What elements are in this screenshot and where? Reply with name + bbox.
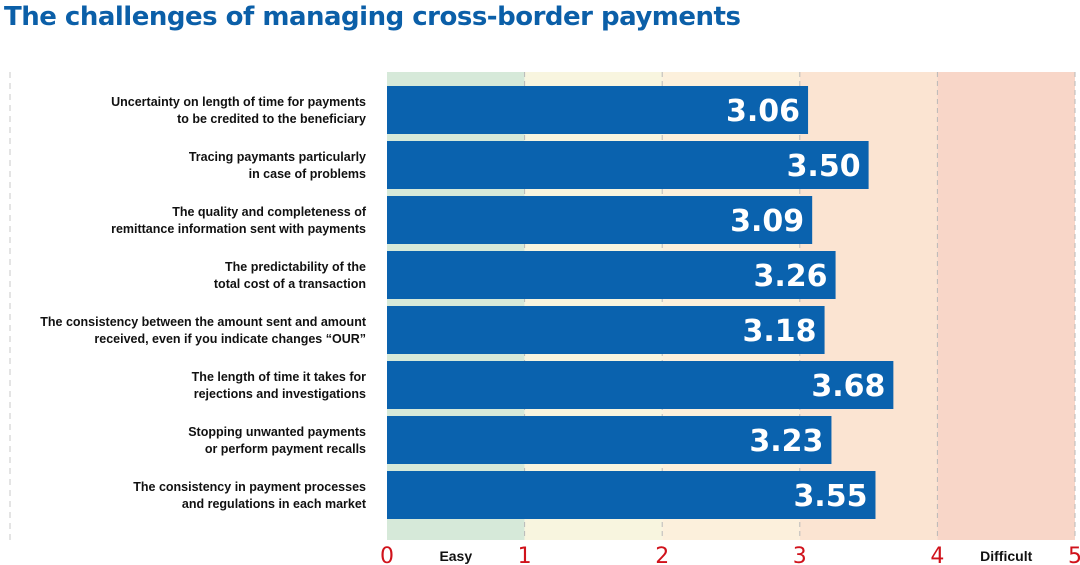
category-label-4: The predictability of the total cost of a… [214, 260, 366, 291]
category-label-line: and regulations in each market [182, 497, 367, 511]
category-label-line: rejections and investigations [194, 387, 366, 401]
category-labels: Uncertainty on length of time for paymen… [40, 95, 367, 511]
category-label-6: The length of time it takes for rejection… [192, 370, 366, 401]
tick-label-5: 5 [1068, 544, 1080, 565]
category-label-line: in case of problems [249, 167, 366, 181]
tick-label-4: 4 [930, 544, 944, 565]
band-4 [937, 72, 1075, 540]
tick-label-0: 0 [380, 544, 394, 565]
value-label-3: 3.09 [730, 204, 804, 239]
chart-title: The challenges of managing cross-border … [4, 2, 741, 32]
value-label-5: 3.18 [743, 314, 817, 349]
bar-7 [387, 416, 832, 464]
category-label-1: Uncertainty on length of time for paymen… [111, 95, 366, 126]
category-label-line: to be credited to the beneficiary [177, 112, 366, 126]
value-label-4: 3.26 [754, 259, 828, 294]
value-label-6: 3.68 [811, 369, 885, 404]
category-label-line: Uncertainty on length of time for paymen… [111, 95, 366, 109]
category-label-line: or perform payment recalls [205, 442, 366, 456]
bars: 3.06 3.50 3.09 3.26 3.18 3.68 3.23 3.55 [387, 86, 894, 519]
value-label-8: 3.55 [793, 479, 867, 514]
bar-6 [387, 361, 894, 409]
value-label-2: 3.50 [787, 149, 861, 184]
category-label-line: The consistency between the amount sent … [40, 315, 367, 329]
tick-label-3: 3 [793, 544, 807, 565]
category-label-line: The quality and completeness of [172, 205, 367, 219]
category-label-line: The predictability of the [225, 260, 366, 274]
category-label-5: The consistency between the amount sent … [40, 315, 367, 346]
category-label-line: The consistency in payment processes [133, 480, 366, 494]
category-label-line: Tracing paymants particularly [189, 150, 366, 164]
tick-label-2: 2 [655, 544, 669, 565]
category-label-line: The length of time it takes for [192, 370, 366, 384]
bar-4 [387, 251, 836, 299]
bar-2 [387, 141, 869, 189]
bar-5 [387, 306, 825, 354]
category-label-2: Tracing paymants particularly in case of … [189, 150, 366, 181]
category-label-line: received, even if you indicate changes “… [94, 332, 366, 346]
category-label-7: Stopping unwanted payments or perform pay… [188, 425, 366, 456]
category-label-line: remittance information sent with payment… [111, 222, 366, 236]
value-label-1: 3.06 [726, 94, 800, 129]
x-axis-labels: 0 1 2 3 4 5 Easy Difficult [380, 544, 1080, 565]
bar-8 [387, 471, 876, 519]
category-label-8: The consistency in payment processes and … [133, 480, 367, 511]
value-label-7: 3.23 [749, 424, 823, 459]
category-label-line: total cost of a transaction [214, 277, 366, 291]
scale-label-difficult: Difficult [980, 548, 1032, 564]
bar-1 [387, 86, 809, 134]
bar-3 [387, 196, 813, 244]
scale-label-easy: Easy [439, 548, 472, 564]
tick-label-1: 1 [518, 544, 532, 565]
category-label-3: The quality and completeness of remittanc… [111, 205, 367, 236]
category-label-line: Stopping unwanted payments [188, 425, 366, 439]
